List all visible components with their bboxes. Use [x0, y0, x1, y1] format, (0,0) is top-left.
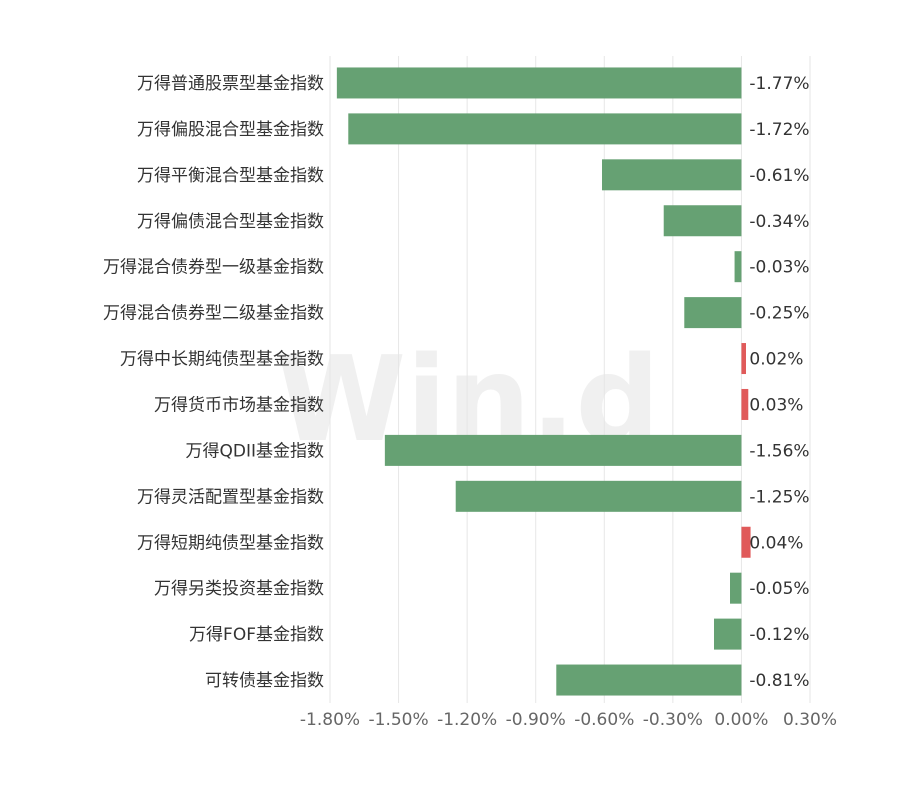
category-label: 万得中长期纯债型基金指数 [120, 350, 324, 370]
x-tick-label: 0.00% [714, 710, 768, 730]
data-label: 0.03% [749, 395, 803, 415]
data-label: -0.25% [749, 304, 809, 324]
x-tick-label: -1.50% [369, 710, 429, 730]
bar [348, 113, 742, 145]
bar [741, 388, 749, 420]
x-tick-label: -0.30% [643, 710, 703, 730]
data-label: -0.34% [749, 212, 809, 232]
bars [336, 67, 751, 696]
category-label: 万得另类投资基金指数 [154, 579, 324, 599]
category-label: 可转债基金指数 [205, 671, 324, 691]
data-label: -0.61% [749, 166, 809, 186]
data-label: -0.81% [749, 671, 809, 691]
x-tick-label: -0.60% [574, 710, 634, 730]
category-label: 万得混合债券型一级基金指数 [103, 258, 324, 278]
category-label: 万得FOF基金指数 [189, 625, 324, 645]
category-label: 万得混合债券型二级基金指数 [103, 304, 324, 324]
x-tick-label: -0.90% [506, 710, 566, 730]
bar [455, 480, 742, 512]
data-label: -0.12% [749, 625, 809, 645]
bar [663, 205, 742, 237]
data-label: 0.02% [749, 350, 803, 370]
bar [384, 434, 742, 466]
category-label: 万得偏债混合型基金指数 [137, 212, 324, 232]
data-label: -1.77% [749, 74, 809, 94]
x-tick-label: -1.80% [300, 710, 360, 730]
bar [714, 618, 742, 650]
bar [741, 343, 746, 375]
x-tick-label: 0.30% [783, 710, 837, 730]
category-label: 万得灵活配置型基金指数 [137, 487, 324, 507]
data-label: -1.72% [749, 120, 809, 140]
value-labels: -1.77% -1.72% -0.61% -0.34% -0.03% -0.25% 0.02… [749, 74, 809, 691]
bar [684, 297, 742, 329]
category-label: 万得货币市场基金指数 [154, 395, 324, 415]
bar [730, 572, 742, 604]
data-label: 0.04% [749, 533, 803, 553]
data-label: -0.05% [749, 579, 809, 599]
x-tick-label: -1.20% [437, 710, 497, 730]
category-label: 万得普通股票型基金指数 [137, 74, 324, 94]
category-label: 万得QDII基金指数 [186, 441, 325, 461]
category-labels: 万得普通股票型基金指数万得偏股混合型基金指数万得平衡混合型基金指数万得偏债混合型… [103, 74, 324, 691]
category-label: 万得平衡混合型基金指数 [137, 166, 324, 186]
x-axis-tick-labels: -1.80% -1.50% -1.20% -0.90% -0.60% -0.30% 0.00… [300, 710, 837, 730]
data-label: -0.03% [749, 258, 809, 278]
bar [336, 67, 742, 99]
bar [556, 664, 742, 696]
category-label: 万得偏股混合型基金指数 [137, 120, 324, 140]
category-label: 万得短期纯债型基金指数 [137, 533, 324, 553]
bar [741, 526, 751, 558]
data-label: -1.25% [749, 487, 809, 507]
bar [734, 251, 742, 283]
bar [602, 159, 742, 191]
data-label: -1.56% [749, 441, 809, 461]
